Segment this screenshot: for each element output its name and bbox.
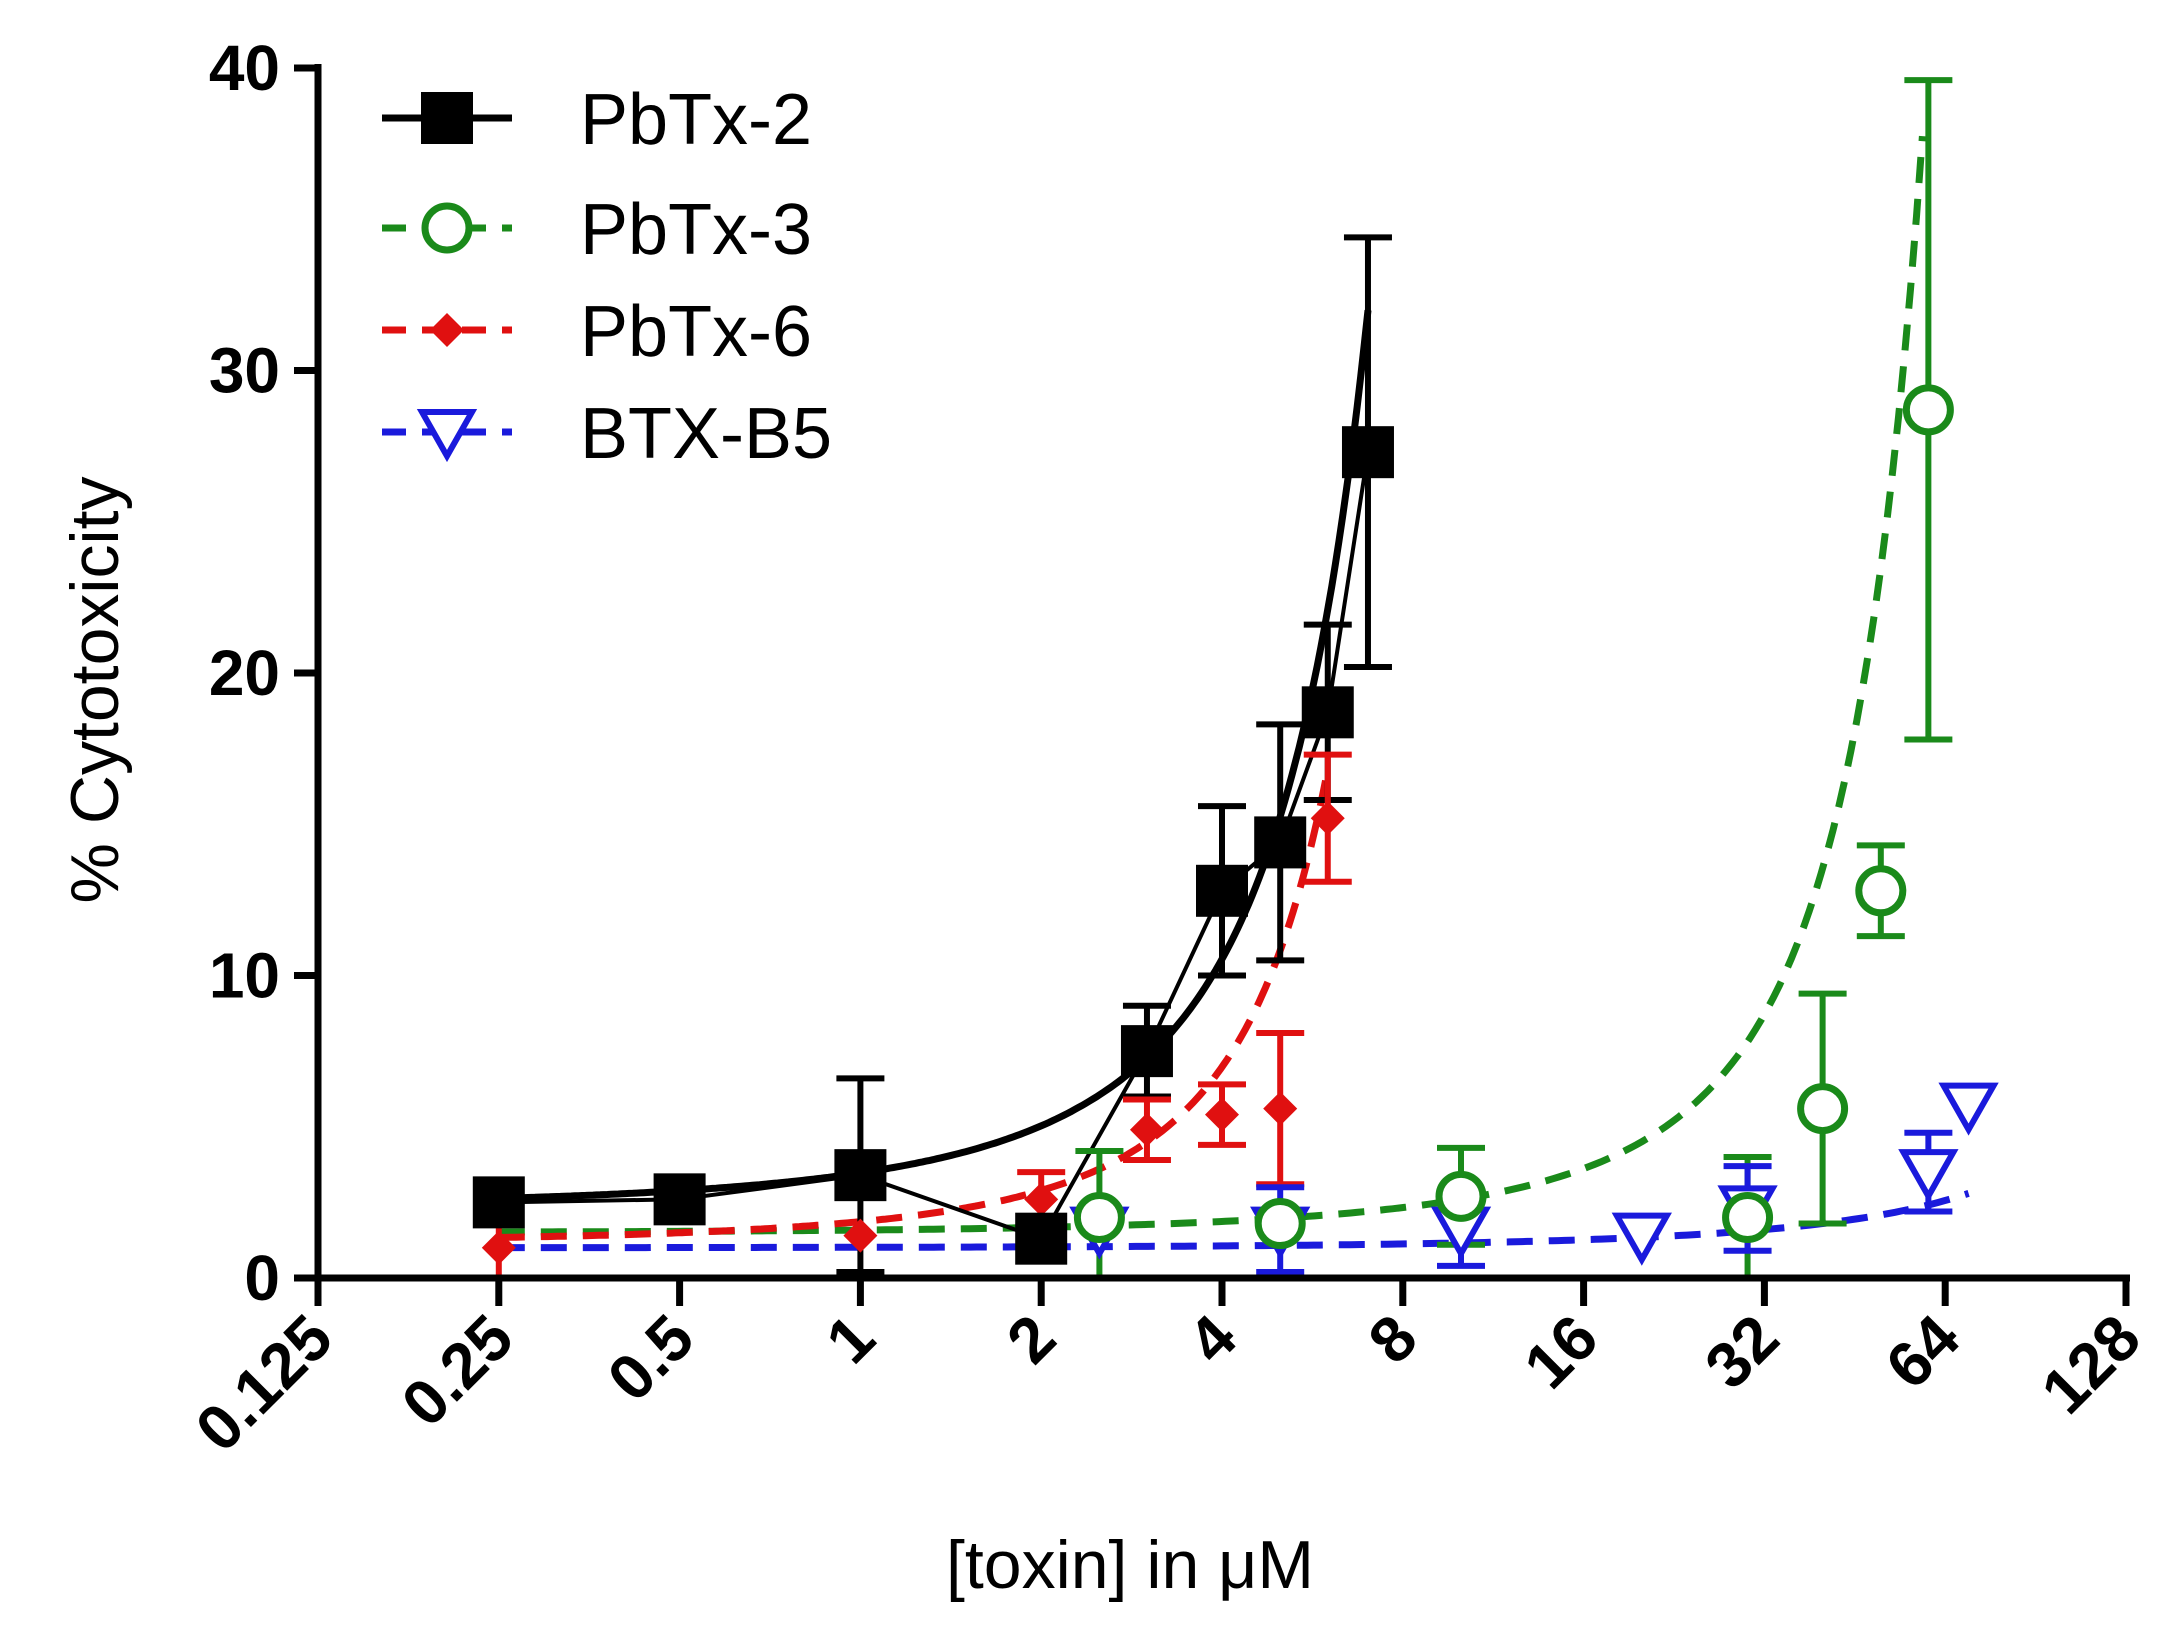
- data-markers: [472, 384, 1999, 1266]
- y-tick-label: 40: [209, 32, 280, 104]
- point-pbtx-6: [843, 1218, 878, 1253]
- x-tick-label: 0.125: [182, 1301, 346, 1465]
- x-tick-label: 4: [1174, 1301, 1250, 1377]
- legend-label-pbtx-6: PbTx-6: [580, 292, 812, 372]
- fit-curve-pbtx-6: [498, 768, 1332, 1241]
- y-tick-label: 0: [244, 1242, 280, 1314]
- legend-label-btx-b5: BTX-B5: [580, 394, 832, 474]
- connect-line-pbtx-2: [498, 451, 1370, 1242]
- x-tick-label: 32: [1691, 1301, 1792, 1402]
- legend-marker-pbtx-6: [430, 313, 464, 347]
- legend-label-pbtx-2: PbTx-2: [580, 80, 812, 160]
- y-axis-label: % Cytotoxicity: [57, 477, 133, 904]
- fit-curve-btx-b5: [498, 1190, 1970, 1252]
- legend-marker-pbtx-3: [421, 202, 473, 254]
- x-tick-label: 2: [993, 1301, 1069, 1377]
- point-pbtx-2: [1015, 1212, 1068, 1265]
- legend-marker-btx-b5: [416, 409, 478, 463]
- x-tick-label: 16: [1510, 1301, 1611, 1402]
- x-axis-label: [toxin] in μM: [946, 1527, 1314, 1603]
- point-pbtx-2: [1301, 686, 1354, 739]
- y-tick-label: 30: [209, 335, 280, 407]
- point-pbtx-2: [1120, 1025, 1173, 1078]
- point-pbtx-6: [1263, 1091, 1298, 1126]
- point-btx-b5: [1611, 1212, 1672, 1266]
- point-pbtx-2: [834, 1149, 887, 1202]
- point-pbtx-6: [1205, 1097, 1239, 1132]
- point-pbtx-3: [1435, 1170, 1487, 1222]
- point-pbtx-2: [472, 1176, 525, 1229]
- point-pbtx-3: [1797, 1083, 1849, 1135]
- legend-label-pbtx-3: PbTx-3: [580, 190, 812, 270]
- point-pbtx-3: [1902, 384, 1954, 436]
- point-pbtx-6: [481, 1230, 516, 1265]
- point-pbtx-2: [1196, 864, 1248, 917]
- point-pbtx-2: [1254, 816, 1307, 869]
- point-pbtx-3: [1254, 1198, 1306, 1250]
- point-btx-b5: [1938, 1082, 1999, 1136]
- legend-marker-pbtx-2: [421, 92, 473, 144]
- point-pbtx-6: [1310, 801, 1345, 836]
- point-pbtx-2: [1341, 426, 1394, 479]
- point-pbtx-3: [1073, 1192, 1125, 1243]
- point-btx-b5: [1898, 1149, 1959, 1203]
- x-tick-label: 128: [2027, 1301, 2153, 1427]
- y-tick-label: 20: [209, 637, 280, 709]
- point-pbtx-6: [1129, 1112, 1164, 1147]
- x-tick-label: 0.25: [388, 1301, 527, 1440]
- point-pbtx-6: [1024, 1182, 1059, 1217]
- x-tick-label: 0.5: [594, 1301, 708, 1415]
- x-tick-label: 8: [1355, 1301, 1431, 1377]
- legend: PbTx-2 PbTx-3 PbTx-6 BTX-B5: [382, 80, 832, 474]
- point-pbtx-3: [1855, 865, 1907, 917]
- x-tick-label: 1: [812, 1301, 888, 1377]
- y-tick-label: 10: [209, 940, 280, 1012]
- point-pbtx-2: [653, 1173, 706, 1226]
- point-pbtx-3: [1722, 1192, 1774, 1243]
- x-tick-label: 64: [1872, 1301, 1974, 1403]
- axes: 0 10 20 30 40 0.125 0.25 0.5 1 2 4 8 16 32 64 128: [182, 32, 2154, 1465]
